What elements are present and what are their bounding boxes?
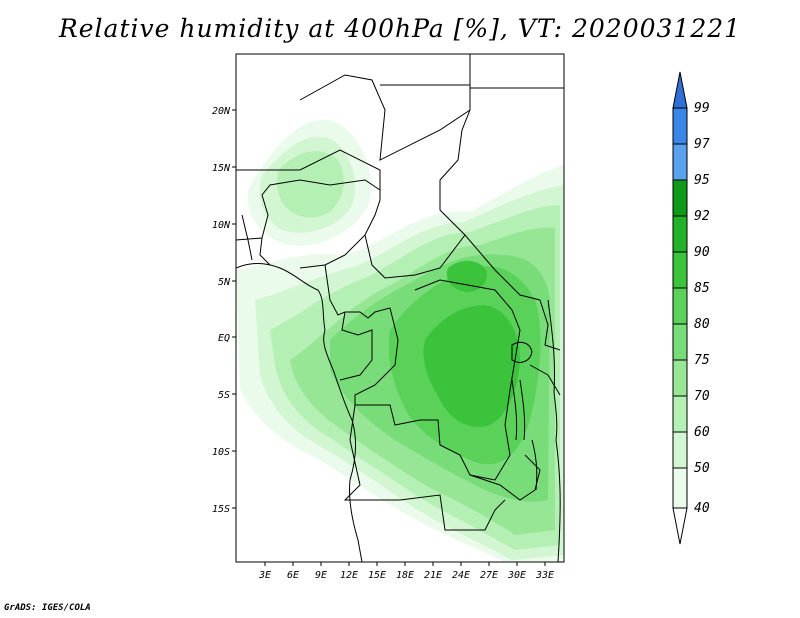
border-egypt [380, 84, 564, 89]
lon-axis: 3E 6E 9E 12E 15E 18E 21E 24E 27E 30E 33E [258, 562, 554, 581]
lon-label-15E: 15E [368, 570, 386, 581]
border-sudan [439, 109, 541, 301]
colorbar-bottom-arrow [672, 507, 688, 545]
colorbar: 99 97 95 92 90 85 80 75 70 60 50 40 [672, 71, 710, 545]
colorbar-cell-97 [672, 107, 688, 145]
lon-label-33E: 33E [535, 570, 554, 581]
colorbar-label-70: 70 [694, 389, 710, 404]
colorbar-cell-90 [672, 215, 688, 253]
border-car [364, 234, 466, 279]
lat-label-5S: 5S [218, 390, 230, 401]
lat-label-5N: 5N [218, 277, 231, 288]
colorbar-label-80: 80 [694, 317, 710, 332]
humidity-field [236, 119, 564, 562]
rh-85-area-2 [446, 260, 487, 292]
map-frame [235, 53, 565, 563]
lon-label-6E: 6E [287, 570, 299, 581]
border-nigeria [236, 179, 381, 241]
colorbar-cell-80 [672, 287, 688, 325]
colorbar-label-40: 40 [694, 501, 710, 516]
lon-label-21E: 21E [424, 570, 442, 581]
border-cameroon [324, 264, 391, 319]
border-zambia [469, 454, 541, 501]
colorbar-label-50: 50 [694, 461, 710, 476]
coastline [236, 263, 363, 562]
colorbar-top-arrow [672, 71, 688, 109]
lon-label-12E: 12E [340, 570, 358, 581]
lat-label-EQ: EQ [218, 333, 230, 344]
lat-label-20N: 20N [212, 106, 231, 117]
colorbar-cell-60 [672, 395, 688, 433]
rh-85-area [423, 305, 520, 428]
lat-axis: 20N 15N 10N 5N EQ 5S 10S 15S [212, 106, 236, 515]
colorbar-cell-40 [672, 467, 688, 509]
border-north [236, 149, 381, 269]
colorbar-label-92: 92 [694, 209, 710, 224]
colorbar-label-90: 90 [694, 245, 710, 260]
lon-label-9E: 9E [315, 570, 327, 581]
colorbar-label-75: 75 [694, 353, 710, 368]
colorbar-label-85: 85 [694, 281, 710, 296]
lat-label-10N: 10N [212, 220, 231, 231]
border-angola [343, 404, 506, 531]
coastline-east [547, 299, 561, 562]
colorbar-cell-85 [672, 251, 688, 289]
colorbar-cell-50 [672, 431, 688, 469]
borders [236, 54, 564, 562]
colorbar-cell-92 [672, 179, 688, 217]
lake-victoria [511, 341, 533, 363]
colorbar-cell-75 [672, 323, 688, 361]
lon-label-30E: 30E [507, 570, 526, 581]
lake-tanganyika [511, 379, 526, 441]
colorbar-label-97: 97 [694, 137, 710, 152]
rh-60-area-north [276, 151, 344, 218]
lat-label-15N: 15N [212, 163, 231, 174]
lat-label-10S: 10S [212, 447, 230, 458]
colorbar-label-99: 99 [694, 101, 710, 116]
grads-credit: GrADS: IGES/COLA [4, 603, 91, 613]
colorbar-label-60: 60 [694, 425, 710, 440]
border-east [529, 299, 561, 396]
lon-label-18E: 18E [396, 570, 414, 581]
map-title: Relative humidity at 400hPa [%], VT: 202… [58, 14, 742, 43]
colorbar-label-95: 95 [694, 173, 710, 188]
border-drc [354, 279, 521, 481]
border-congo [339, 311, 373, 381]
colorbar-cell-70 [672, 359, 688, 397]
lon-label-3E: 3E [258, 570, 271, 581]
lon-label-27E: 27E [480, 570, 498, 581]
lat-label-15S: 15S [212, 504, 230, 515]
border-west [241, 214, 271, 266]
border-libya-chad [299, 54, 471, 161]
colorbar-cell-95 [672, 143, 688, 181]
lon-label-24E: 24E [452, 570, 470, 581]
